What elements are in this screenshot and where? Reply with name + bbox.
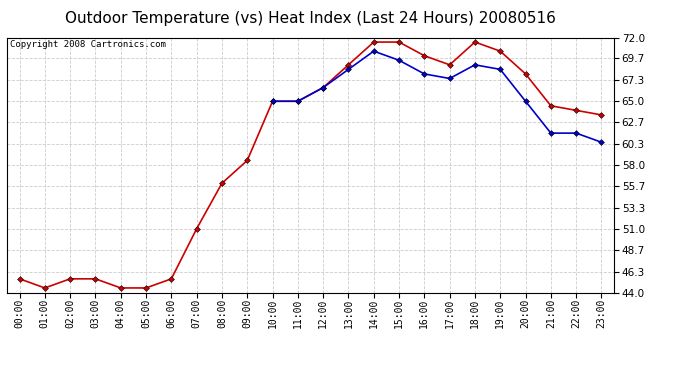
Text: Outdoor Temperature (vs) Heat Index (Last 24 Hours) 20080516: Outdoor Temperature (vs) Heat Index (Las… <box>65 11 556 26</box>
Text: Copyright 2008 Cartronics.com: Copyright 2008 Cartronics.com <box>10 40 166 49</box>
